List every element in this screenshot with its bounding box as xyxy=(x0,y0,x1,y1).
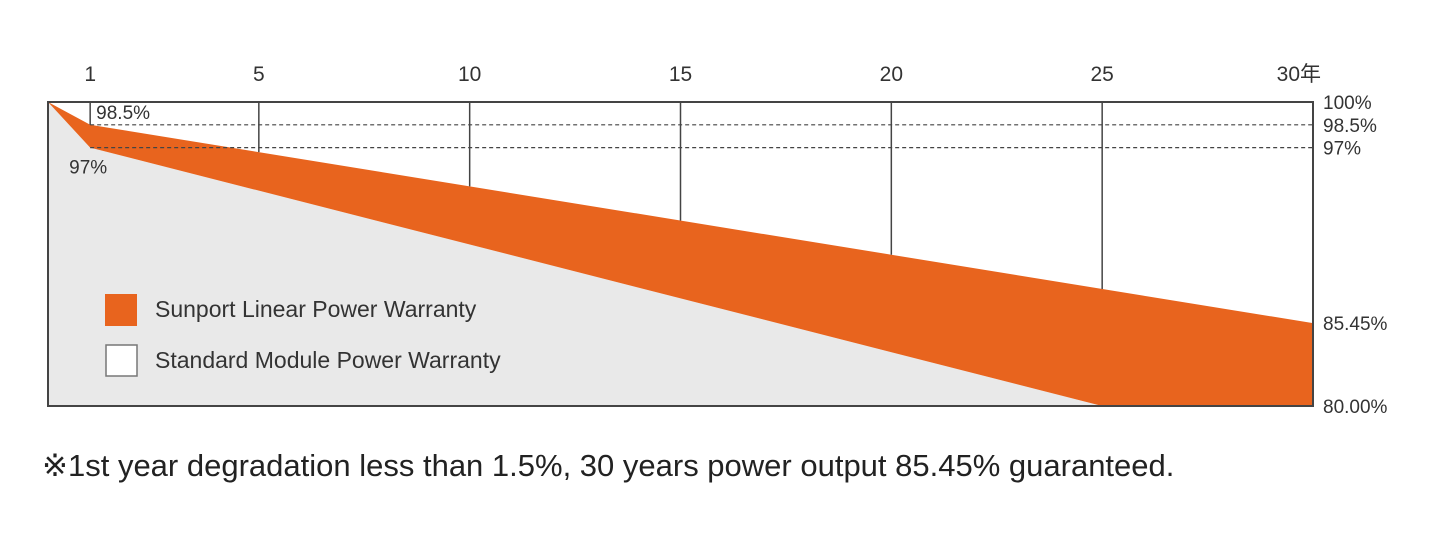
x-tick-label-20: 20 xyxy=(880,63,903,86)
x-tick-label-10: 10 xyxy=(458,63,481,86)
legend-swatch-standard xyxy=(105,344,138,377)
chart-areas xyxy=(48,102,1313,406)
y-tick-label-1: 98.5% xyxy=(1323,116,1377,137)
legend: Sunport Linear Power Warranty Standard Mo… xyxy=(105,294,501,377)
chart-annotations: 98.5% 97% xyxy=(69,103,150,179)
x-tick-label-15: 15 xyxy=(669,63,692,86)
chart-frame xyxy=(47,101,1314,407)
x-axis-ticks: 1 5 10 15 20 25 30年 xyxy=(84,63,1321,86)
annotation-98-5: 98.5% xyxy=(96,103,150,124)
y-tick-label-3: 85.45% xyxy=(1323,314,1388,335)
y-tick-label-0: 100% xyxy=(1323,93,1372,114)
legend-label-sunport: Sunport Linear Power Warranty xyxy=(155,296,477,322)
y-tick-label-4: 80.00% xyxy=(1323,397,1388,418)
x-tick-label-25: 25 xyxy=(1090,63,1113,86)
legend-label-standard: Standard Module Power Warranty xyxy=(155,347,501,373)
sunport-warranty-area xyxy=(48,102,1313,406)
legend-swatch-sunport xyxy=(105,294,137,326)
y-axis-ticks: 100%98.5%97% 85.45% 80.00% xyxy=(1323,93,1388,418)
y-tick-label-2: 97% xyxy=(1323,139,1361,160)
x-tick-label-5: 5 xyxy=(253,63,265,86)
x-tick-label-30: 30年 xyxy=(1277,63,1321,86)
chart-gridlines xyxy=(89,102,1313,289)
footnote: ※1st year degradation less than 1.5%, 30… xyxy=(42,448,1175,483)
annotation-97: 97% xyxy=(69,158,107,179)
x-tick-label-1: 1 xyxy=(84,63,96,86)
standard-warranty-area xyxy=(48,102,1313,406)
